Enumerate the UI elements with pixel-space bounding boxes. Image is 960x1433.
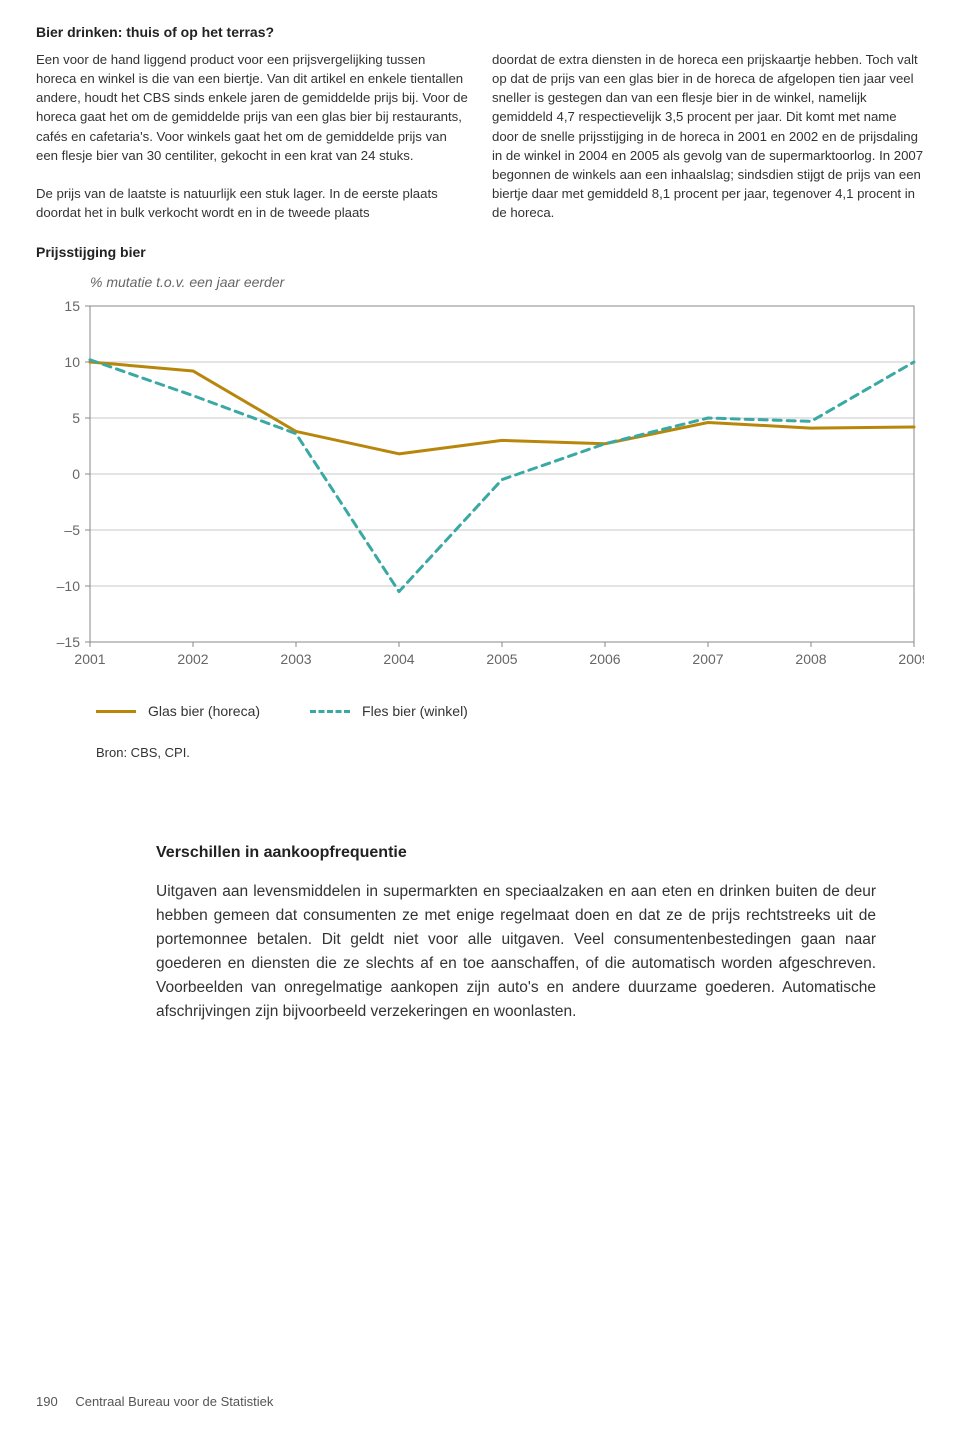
svg-text:10: 10 xyxy=(64,354,80,370)
svg-text:–15: –15 xyxy=(57,634,81,650)
footer-publisher: Centraal Bureau voor de Statistiek xyxy=(75,1394,273,1409)
legend-item-winkel: Fles bier (winkel) xyxy=(310,703,468,719)
chart-source: Bron: CBS, CPI. xyxy=(96,745,924,760)
svg-text:5: 5 xyxy=(72,410,80,426)
line-chart: –15 –10 –5 0 5 10 15 2001 2002 2003 2004 2005 2006 20… xyxy=(36,296,924,681)
legend-item-horeca: Glas bier (horeca) xyxy=(96,703,260,719)
svg-text:2003: 2003 xyxy=(280,651,311,667)
left-column: Een voor de hand liggend product voor ee… xyxy=(36,50,468,222)
right-paragraph-text: doordat de extra diensten in de horeca e… xyxy=(492,52,923,220)
box-title: Bier drinken: thuis of op het terras? xyxy=(36,24,924,40)
svg-text:2002: 2002 xyxy=(177,651,208,667)
svg-text:–5: –5 xyxy=(64,522,80,538)
svg-text:2004: 2004 xyxy=(383,651,414,667)
svg-text:2001: 2001 xyxy=(74,651,105,667)
page-number: 190 xyxy=(36,1394,58,1409)
svg-text:2009: 2009 xyxy=(898,651,924,667)
chart-section-title: Prijsstijging bier xyxy=(36,244,924,260)
svg-text:2005: 2005 xyxy=(486,651,517,667)
two-column-text: Een voor de hand liggend product voor ee… xyxy=(36,50,924,222)
svg-text:0: 0 xyxy=(72,466,80,482)
legend-label-winkel: Fles bier (winkel) xyxy=(362,703,468,719)
svg-text:–10: –10 xyxy=(57,578,81,594)
svg-text:2007: 2007 xyxy=(692,651,723,667)
svg-text:15: 15 xyxy=(64,298,80,314)
legend-label-horeca: Glas bier (horeca) xyxy=(148,703,260,719)
section-heading: Verschillen in aankoopfrequentie xyxy=(156,844,876,862)
chart-subtitle: % mutatie t.o.v. een jaar eerder xyxy=(90,274,924,290)
page-footer: 190 Centraal Bureau voor de Statistiek xyxy=(36,1394,273,1409)
left-paragraph-text: Een voor de hand liggend product voor ee… xyxy=(36,52,468,220)
chart-svg: –15 –10 –5 0 5 10 15 2001 2002 2003 2004 2005 2006 20… xyxy=(36,296,924,676)
chart-legend: Glas bier (horeca) Fles bier (winkel) xyxy=(96,703,924,719)
svg-text:2006: 2006 xyxy=(589,651,620,667)
body-paragraph: Uitgaven aan levensmiddelen in supermark… xyxy=(156,880,876,1024)
legend-swatch-horeca xyxy=(96,710,136,713)
svg-text:2008: 2008 xyxy=(795,651,826,667)
legend-swatch-winkel xyxy=(310,710,350,713)
right-column: doordat de extra diensten in de horeca e… xyxy=(492,50,924,222)
